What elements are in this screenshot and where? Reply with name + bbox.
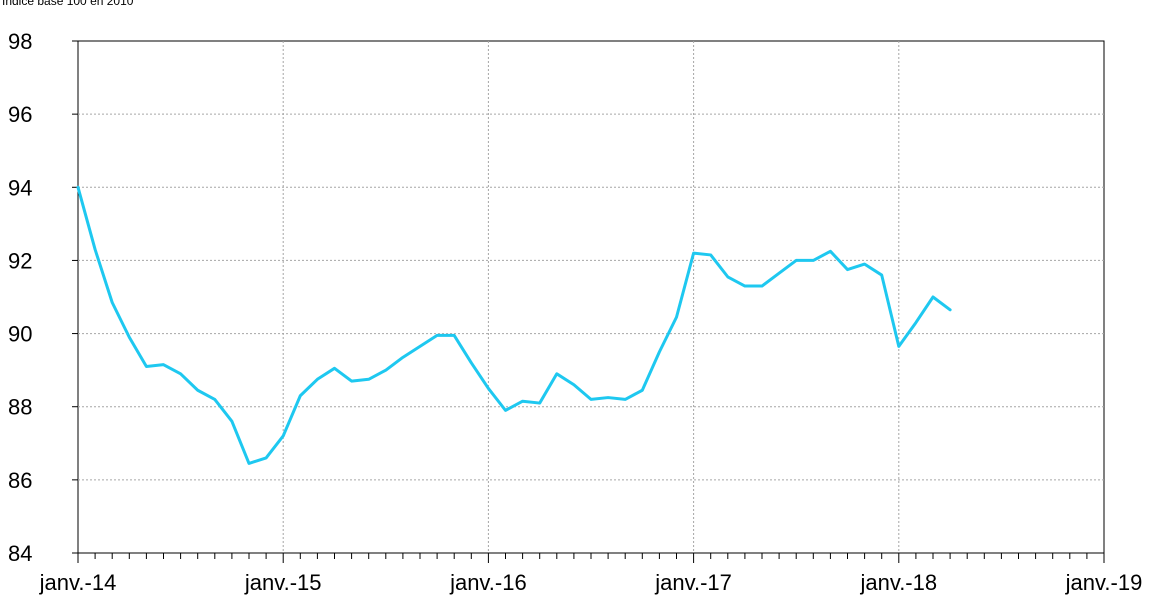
data-point — [316, 378, 318, 380]
data-point — [641, 389, 643, 391]
data-point — [299, 395, 301, 397]
y-tick-label: 90 — [8, 322, 32, 347]
data-point — [436, 334, 438, 336]
data-point — [898, 345, 900, 347]
data-point — [231, 420, 233, 422]
data-point — [932, 296, 934, 298]
x-tick-label: janv.-14 — [39, 570, 117, 595]
axes — [72, 40, 1105, 563]
x-tick-label: janv.-15 — [244, 570, 322, 595]
data-point — [864, 263, 866, 265]
data-point — [163, 364, 165, 366]
data-point — [847, 269, 849, 271]
data-point — [505, 409, 507, 411]
y-tick-label: 94 — [8, 175, 32, 200]
data-point — [145, 365, 147, 367]
data-point — [949, 309, 951, 311]
data-point — [710, 254, 712, 256]
tick-labels: 84 86 88 90 92 94 96 98 janv.-14 janv.-15 janv.-16… — [8, 29, 1142, 595]
data-point — [624, 398, 626, 400]
data-point — [385, 369, 387, 371]
data-point — [744, 285, 746, 287]
y-tick-label: 88 — [8, 395, 32, 420]
data-point — [539, 402, 541, 404]
y-tick-label: 96 — [8, 102, 32, 127]
data-point — [351, 380, 353, 382]
x-tick-label: janv.-19 — [1065, 570, 1143, 595]
data-point — [522, 400, 524, 402]
data-point — [111, 301, 113, 303]
data-point — [248, 462, 250, 464]
gridlines — [78, 41, 1104, 553]
data-point — [607, 397, 609, 399]
data-point — [128, 336, 130, 338]
y-tick-label: 98 — [8, 29, 32, 54]
data-point — [453, 334, 455, 336]
data-point — [693, 252, 695, 254]
data-point — [402, 356, 404, 358]
data-point — [334, 367, 336, 369]
data-point — [470, 362, 472, 364]
data-point — [265, 457, 267, 459]
data-point — [727, 276, 729, 278]
data-point — [77, 186, 79, 188]
data-point — [94, 248, 96, 250]
data-point — [419, 345, 421, 347]
chart-subtitle: Indice base 100 en 2010 — [2, 0, 134, 8]
series-line — [76, 185, 952, 465]
y-tick-label: 86 — [8, 468, 32, 493]
x-tick-label: janv.-16 — [449, 570, 527, 595]
data-point — [881, 274, 883, 276]
data-point — [573, 384, 575, 386]
y-tick-label: 84 — [8, 541, 32, 566]
data-point — [795, 259, 797, 261]
x-tick-label: janv.-17 — [654, 570, 732, 595]
data-point — [812, 259, 814, 261]
data-point — [197, 389, 199, 391]
data-point — [658, 351, 660, 353]
data-point — [676, 316, 678, 318]
data-point — [915, 322, 917, 324]
plot-area-frame — [77, 40, 1105, 554]
data-point — [761, 285, 763, 287]
data-point — [282, 435, 284, 437]
data-point — [368, 378, 370, 380]
data-point — [778, 272, 780, 274]
y-tick-label: 92 — [8, 248, 32, 273]
data-point — [556, 373, 558, 375]
data-point — [487, 387, 489, 389]
series-layer — [76, 185, 952, 465]
data-point — [590, 398, 592, 400]
x-tick-label: janv.-18 — [859, 570, 937, 595]
data-point — [829, 250, 831, 252]
data-point — [180, 373, 182, 375]
data-point — [214, 398, 216, 400]
